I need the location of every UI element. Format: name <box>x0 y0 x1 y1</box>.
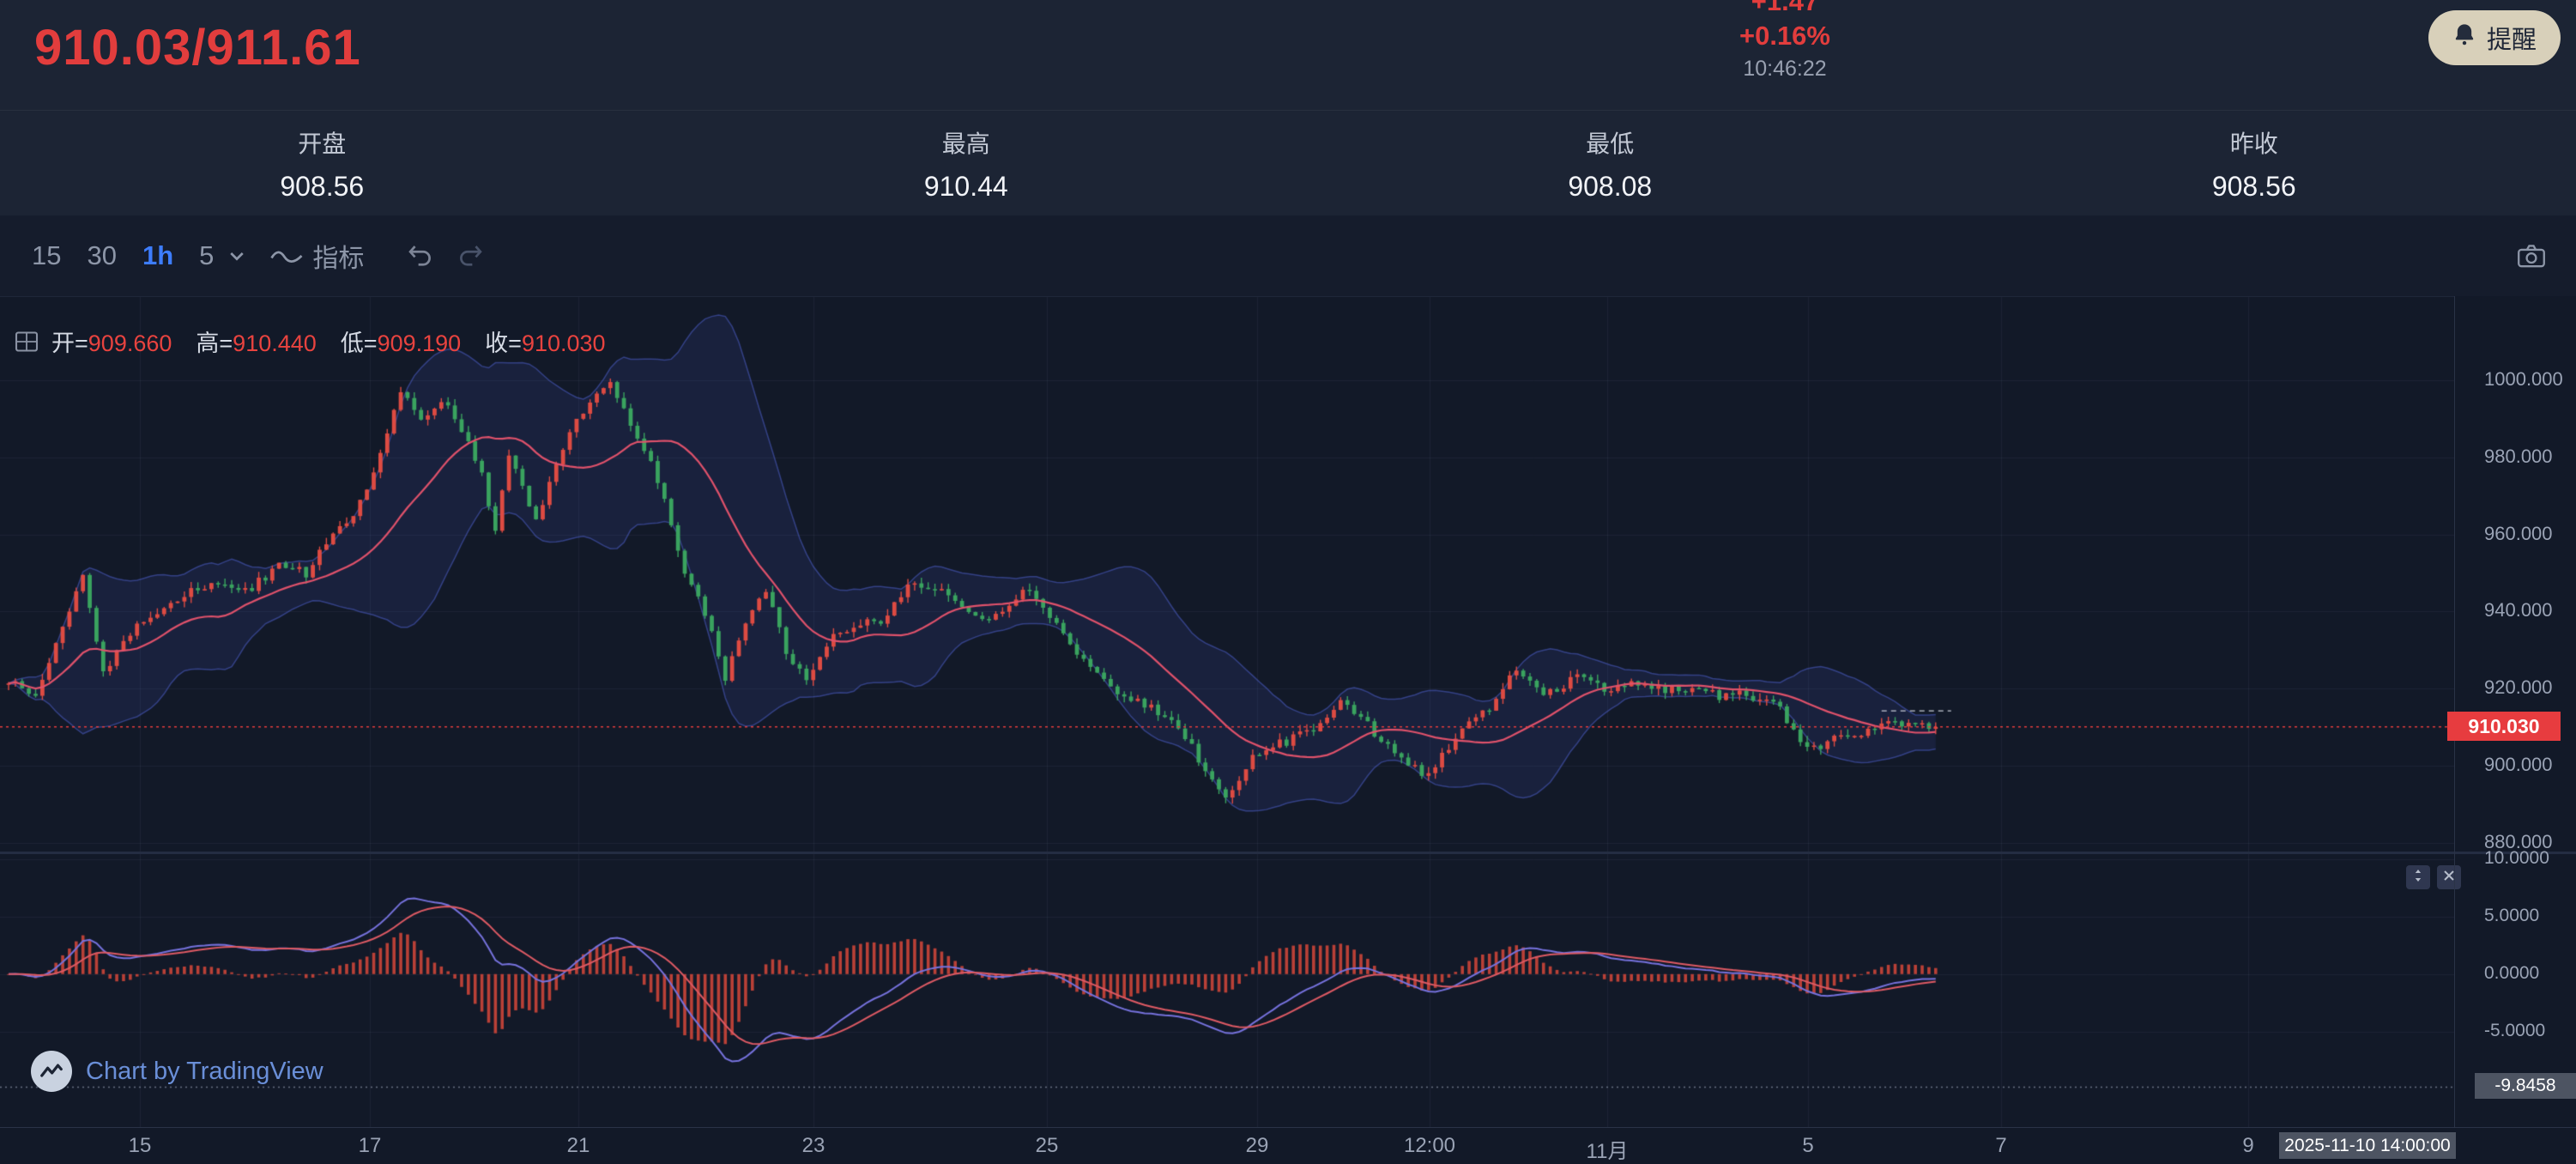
attribution-link[interactable]: Chart by TradingView <box>86 1058 324 1086</box>
interval-15[interactable]: 15 <box>19 235 74 276</box>
change-block: +1.47 +0.16% 10:46:22 <box>1695 0 1875 84</box>
stat-value: 908.08 <box>1288 171 1932 203</box>
axis-label: 5.0000 <box>2484 906 2539 926</box>
open-label: 开= <box>51 330 88 356</box>
indicators-label: 指标 <box>312 237 364 275</box>
alert-bell-icon <box>2452 22 2476 53</box>
stats-row: 开盘 908.56 最高 910.44 最低 908.08 昨收 908.56 <box>0 110 2576 215</box>
axis-label: 920.000 <box>2484 676 2553 699</box>
time-axis-label: 21 <box>567 1134 590 1158</box>
axis-label: 0.0000 <box>2484 963 2539 984</box>
time-axis-label: 29 <box>1246 1134 1269 1158</box>
axis-label: 960.000 <box>2484 523 2553 545</box>
time-axis-label: 11月 <box>1587 1134 1629 1164</box>
price-change: +1.47 <box>1695 0 1875 19</box>
axis-label: 980.000 <box>2484 446 2553 468</box>
axis-label: 10.0000 <box>2484 848 2549 869</box>
stat-open: 开盘 908.56 <box>0 111 644 215</box>
stat-low: 最低 908.08 <box>1288 111 1932 215</box>
time-axis-label: 9 <box>2242 1134 2253 1158</box>
axis-label: 940.000 <box>2484 599 2553 621</box>
time-axis-label: 7 <box>1995 1134 2006 1158</box>
time-axis-label: 5 <box>1802 1134 1813 1158</box>
interval-1h[interactable]: 1h <box>130 235 186 276</box>
axis-label: -5.0000 <box>2484 1021 2545 1041</box>
low-label: 低= <box>341 330 378 356</box>
tradingview-logo-icon[interactable] <box>31 1051 72 1092</box>
stat-label: 最低 <box>1288 125 1932 160</box>
axis-label: 900.000 <box>2484 754 2553 776</box>
camera-icon <box>2516 242 2547 270</box>
indicators-button[interactable]: 指标 <box>269 237 364 275</box>
legend-grid-icon[interactable] <box>14 329 39 355</box>
stat-label: 开盘 <box>0 125 644 160</box>
interval-30[interactable]: 30 <box>74 235 129 276</box>
undo-icon <box>405 243 434 269</box>
pane-separator[interactable] <box>0 852 2576 854</box>
redo-button[interactable] <box>457 243 486 269</box>
alert-label: 提醒 <box>2487 20 2537 56</box>
price-change-percent: +0.16% <box>1695 19 1875 53</box>
open-value: 909.660 <box>88 330 172 356</box>
stat-label: 最高 <box>644 125 1289 160</box>
pane-close-icon <box>2443 870 2455 886</box>
pane-buttons <box>2406 865 2461 889</box>
stat-value: 908.56 <box>0 171 644 203</box>
time-axis-label: 25 <box>1036 1134 1059 1158</box>
price-pair: 910.03/911.61 <box>34 19 361 76</box>
interval-5[interactable]: 5 <box>186 235 227 276</box>
pane-maximize-button[interactable] <box>2406 865 2430 889</box>
high-label: 高= <box>196 330 233 356</box>
pane-maximize-icon <box>2411 869 2425 887</box>
time-axis-label: 15 <box>129 1134 152 1158</box>
time-axis[interactable]: 2025-11-10 14:00:00 15 17 21 23 25 29 12:00 11月… <box>0 1127 2576 1162</box>
header: 910.03/911.61 +1.47 +0.16% 10:46:22 提醒 <box>0 0 2576 110</box>
undo-button[interactable] <box>405 243 434 269</box>
stat-high: 最高 910.44 <box>644 111 1289 215</box>
screenshot-button[interactable] <box>2516 242 2547 270</box>
wave-indicator-icon <box>269 243 304 269</box>
close-value: 910.030 <box>522 330 606 356</box>
chevron-down-icon <box>227 246 247 266</box>
stat-prev-close: 昨收 908.56 <box>1932 111 2576 215</box>
time-crosshair-tag: 2025-11-10 14:00:00 <box>2279 1132 2456 1159</box>
stat-value: 908.56 <box>1932 171 2576 203</box>
macd-value-tag: -9.8458 <box>2475 1073 2576 1099</box>
tradingview-attribution: Chart by TradingView <box>31 1051 324 1092</box>
quote-time: 10:46:22 <box>1695 53 1875 84</box>
current-price-tag: 910.030 <box>2447 712 2561 741</box>
high-value: 910.440 <box>233 330 317 356</box>
interval-dropdown[interactable] <box>227 246 247 266</box>
alert-button[interactable]: 提醒 <box>2428 10 2561 65</box>
stat-value: 910.44 <box>644 171 1289 203</box>
time-axis-label: 23 <box>802 1134 825 1158</box>
redo-icon <box>457 243 486 269</box>
candlestick-chart[interactable] <box>0 296 2454 1128</box>
ohlc-legend: 开=909.660 高=910.440 低=909.190 收=910.030 <box>14 324 618 358</box>
stat-label: 昨收 <box>1932 125 2576 160</box>
low-value: 909.190 <box>378 330 462 356</box>
time-axis-label: 12:00 <box>1404 1134 1455 1158</box>
axis-label: 1000.000 <box>2484 368 2563 391</box>
chart-toolbar: 15 30 1h 5 指标 <box>0 215 2576 296</box>
close-label: 收= <box>485 330 522 356</box>
time-axis-label: 17 <box>359 1134 382 1158</box>
